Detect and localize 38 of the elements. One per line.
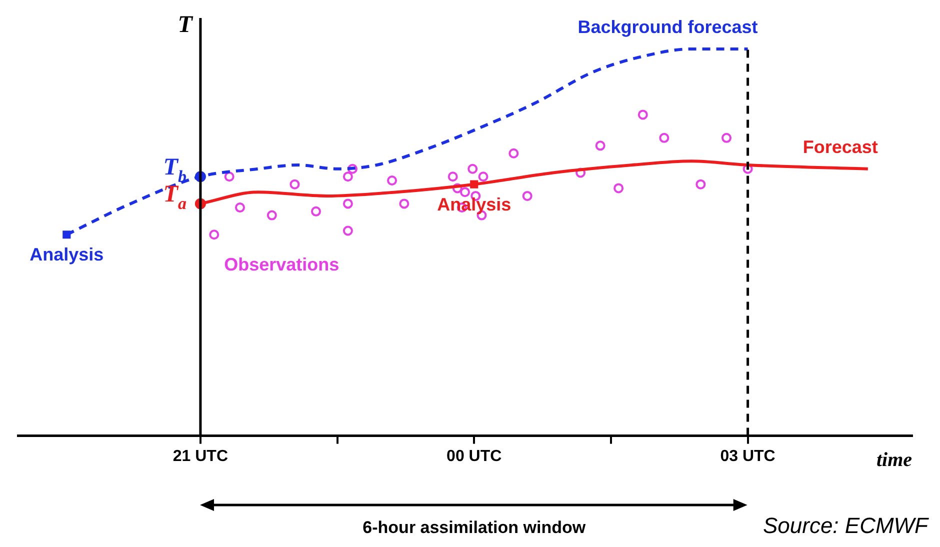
point <box>659 132 670 143</box>
point <box>347 164 358 174</box>
point <box>399 198 410 209</box>
point <box>614 183 624 194</box>
point <box>478 172 488 182</box>
point <box>696 179 706 190</box>
point <box>722 132 732 143</box>
y-axis-title: T <box>178 12 194 38</box>
series-label: Background forecast <box>578 16 758 37</box>
point <box>460 187 470 198</box>
x-axis-title: time <box>876 448 912 471</box>
point <box>522 190 532 201</box>
series-label: Observations <box>224 254 340 275</box>
point <box>448 172 458 182</box>
point <box>576 168 586 178</box>
point <box>387 175 398 186</box>
series-label: Forecast <box>802 136 878 157</box>
x-tick-label: 03 UTC <box>720 448 776 465</box>
point <box>508 148 519 158</box>
point <box>342 198 353 209</box>
x-tick-label: 00 UTC <box>446 448 502 465</box>
point <box>266 210 277 220</box>
text: 6-hour assimilation window <box>362 518 586 537</box>
point <box>452 183 462 194</box>
point <box>342 226 353 236</box>
point <box>290 179 300 190</box>
source-note: Source: ECMWF <box>762 513 930 538</box>
point <box>234 202 245 213</box>
point <box>311 206 321 216</box>
point <box>468 164 478 174</box>
point <box>595 140 606 151</box>
point <box>209 230 220 240</box>
point <box>638 110 648 120</box>
point <box>224 172 234 182</box>
point <box>342 172 353 182</box>
series-label: Analysis <box>437 194 512 214</box>
x-tick-label: 21 UTC <box>172 448 228 465</box>
series-label: Analysis <box>30 244 104 265</box>
